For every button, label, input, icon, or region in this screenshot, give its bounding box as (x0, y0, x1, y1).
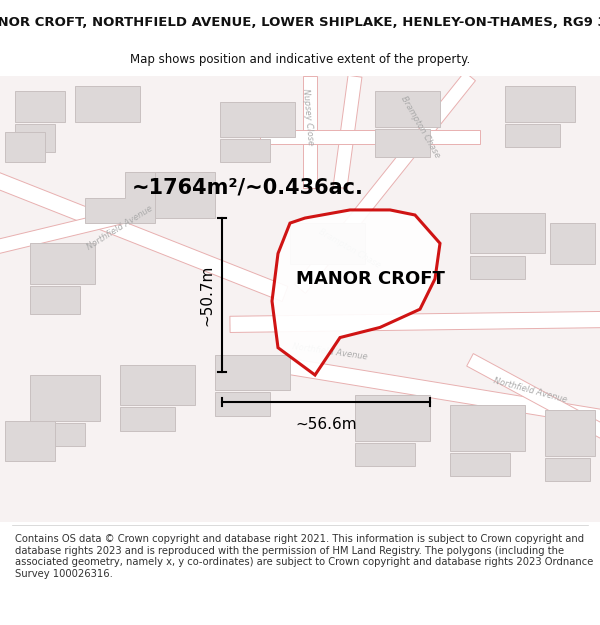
Text: Northfield Avenue: Northfield Avenue (292, 342, 368, 361)
Polygon shape (220, 102, 295, 137)
Text: MANOR CROFT, NORTHFIELD AVENUE, LOWER SHIPLAKE, HENLEY-ON-THAMES, RG9 3PB: MANOR CROFT, NORTHFIELD AVENUE, LOWER SH… (0, 16, 600, 29)
Polygon shape (550, 223, 595, 264)
Polygon shape (120, 365, 195, 406)
Polygon shape (295, 72, 475, 293)
Polygon shape (333, 75, 362, 189)
Polygon shape (470, 213, 545, 254)
Text: Map shows position and indicative extent of the property.: Map shows position and indicative extent… (130, 53, 470, 66)
Polygon shape (30, 243, 95, 284)
Polygon shape (30, 375, 100, 421)
Polygon shape (5, 132, 45, 162)
Text: ~1764m²/~0.436ac.: ~1764m²/~0.436ac. (132, 177, 364, 198)
Text: Brampton Chase: Brampton Chase (317, 227, 383, 270)
Polygon shape (303, 76, 317, 188)
Polygon shape (155, 173, 215, 218)
Polygon shape (75, 86, 140, 122)
Polygon shape (0, 191, 202, 256)
Text: Northfield Avenue: Northfield Avenue (85, 204, 155, 252)
Polygon shape (545, 458, 590, 481)
Text: ~50.7m: ~50.7m (199, 264, 214, 326)
Polygon shape (0, 170, 288, 301)
Polygon shape (545, 411, 595, 456)
Polygon shape (450, 453, 510, 476)
Polygon shape (120, 408, 175, 431)
Polygon shape (30, 422, 85, 446)
Polygon shape (355, 443, 415, 466)
Polygon shape (375, 91, 440, 127)
Polygon shape (355, 395, 430, 441)
Polygon shape (505, 86, 575, 122)
Text: MANOR CROFT: MANOR CROFT (296, 270, 445, 288)
Polygon shape (85, 173, 155, 223)
Polygon shape (375, 129, 430, 158)
Polygon shape (279, 357, 600, 429)
Polygon shape (290, 223, 365, 264)
Polygon shape (467, 354, 600, 447)
Polygon shape (15, 91, 65, 122)
Polygon shape (470, 256, 525, 279)
Polygon shape (30, 286, 80, 314)
Polygon shape (272, 210, 440, 375)
Text: Nupsey Close: Nupsey Close (301, 88, 315, 146)
Text: ~56.6m: ~56.6m (295, 416, 357, 431)
Text: Brampton Chase: Brampton Chase (398, 94, 442, 159)
Polygon shape (5, 421, 55, 461)
Text: Contains OS data © Crown copyright and database right 2021. This information is : Contains OS data © Crown copyright and d… (15, 534, 593, 579)
Polygon shape (220, 139, 270, 162)
Polygon shape (230, 311, 600, 332)
Polygon shape (260, 130, 480, 144)
Polygon shape (215, 392, 270, 416)
Polygon shape (505, 124, 560, 147)
Polygon shape (450, 406, 525, 451)
Polygon shape (15, 124, 55, 152)
Polygon shape (215, 355, 290, 390)
Text: Northfield Avenue: Northfield Avenue (492, 376, 568, 404)
